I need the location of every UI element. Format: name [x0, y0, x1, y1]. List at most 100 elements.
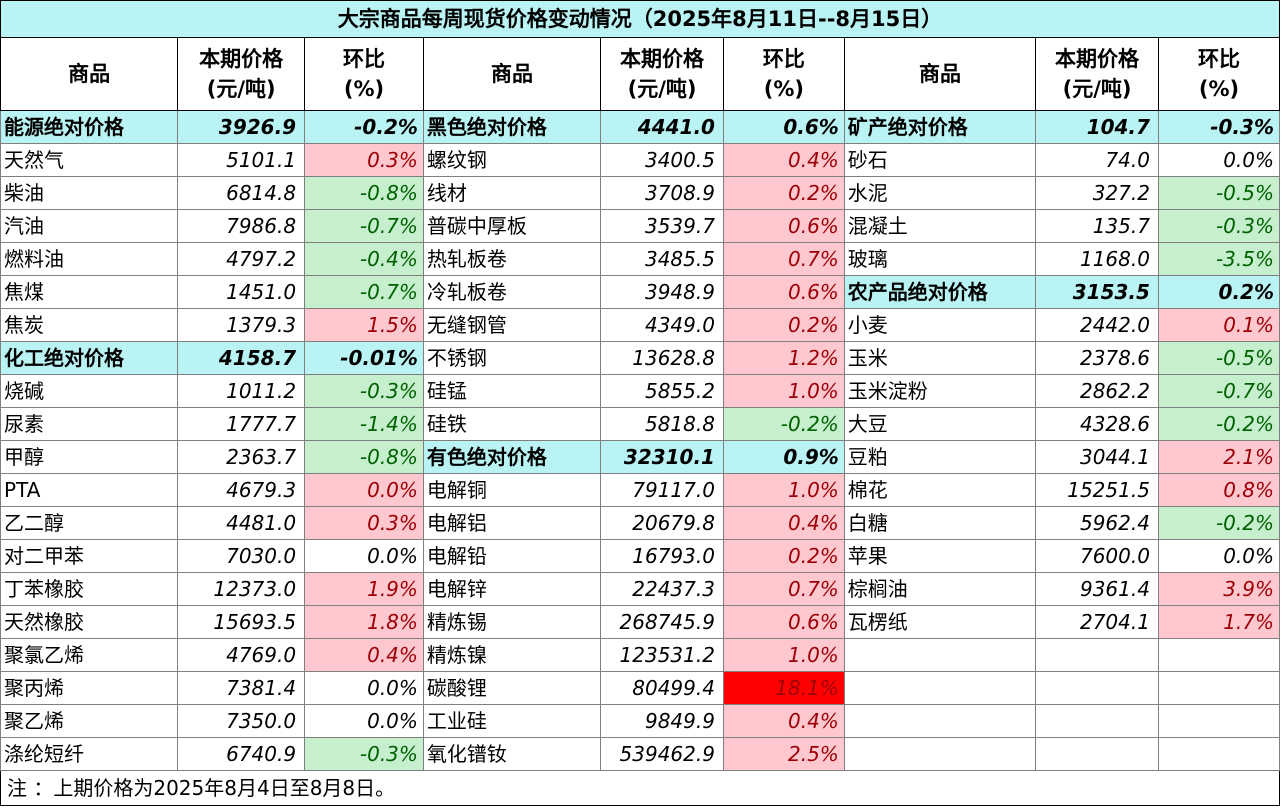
empty-cell[interactable] — [1157, 671, 1281, 705]
commodity-name-cell[interactable]: 电解铜 — [422, 473, 602, 507]
commodity-name-cell[interactable]: 热轧板卷 — [422, 242, 602, 276]
commodity-name-cell[interactable]: 天然橡胶 — [0, 605, 179, 639]
empty-cell[interactable] — [1035, 737, 1159, 771]
header-commodity[interactable]: 商品 — [0, 37, 179, 111]
change-cell[interactable]: 1.0% — [722, 374, 845, 408]
price-cell[interactable]: 80499.4 — [600, 671, 724, 705]
commodity-name-cell[interactable]: 普碳中厚板 — [422, 209, 602, 243]
change-cell[interactable]: -0.3% — [1157, 209, 1281, 243]
price-cell[interactable]: 9849.9 — [600, 704, 724, 738]
commodity-name-cell[interactable]: 棉花 — [843, 473, 1037, 507]
commodity-name-cell[interactable]: 柴油 — [0, 176, 179, 210]
change-cell[interactable]: -0.8% — [304, 176, 424, 210]
commodity-name-cell[interactable]: 涤纶短纤 — [0, 737, 179, 771]
empty-cell[interactable] — [843, 704, 1037, 738]
commodity-name-cell[interactable]: 水泥 — [843, 176, 1037, 210]
commodity-name-cell[interactable]: 聚氯乙烯 — [0, 638, 179, 672]
price-cell[interactable]: 135.7 — [1035, 209, 1159, 243]
change-cell[interactable]: 0.4% — [722, 143, 845, 177]
empty-cell[interactable] — [1035, 704, 1159, 738]
change-cell[interactable]: 0.6% — [722, 605, 845, 639]
commodity-name-cell[interactable]: 玉米 — [843, 341, 1037, 375]
commodity-name-cell[interactable]: 冷轧板卷 — [422, 275, 602, 309]
commodity-name-cell[interactable]: 甲醇 — [0, 440, 179, 474]
price-cell[interactable]: 5101.1 — [177, 143, 306, 177]
header-price[interactable]: 本期价格 (元/吨) — [177, 37, 306, 111]
commodity-name-cell[interactable]: PTA — [0, 473, 179, 507]
price-cell[interactable]: 2704.1 — [1035, 605, 1159, 639]
price-cell[interactable]: 3539.7 — [600, 209, 724, 243]
change-cell[interactable]: 0.1% — [1157, 308, 1281, 342]
change-cell[interactable]: 18.1% — [722, 671, 845, 705]
price-cell[interactable]: 2363.7 — [177, 440, 306, 474]
commodity-name-cell[interactable]: 烧碱 — [0, 374, 179, 408]
commodity-name-cell[interactable]: 大豆 — [843, 407, 1037, 441]
commodity-name-cell[interactable]: 瓦楞纸 — [843, 605, 1037, 639]
price-cell[interactable]: 3926.9 — [177, 110, 306, 144]
empty-cell[interactable] — [1157, 638, 1281, 672]
commodity-name-cell[interactable]: 精炼锡 — [422, 605, 602, 639]
price-cell[interactable]: 268745.9 — [600, 605, 724, 639]
change-cell[interactable]: -0.5% — [1157, 341, 1281, 375]
change-cell[interactable]: -0.3% — [304, 374, 424, 408]
change-cell[interactable]: 0.4% — [722, 506, 845, 540]
change-cell[interactable]: 0.2% — [1157, 275, 1281, 309]
price-cell[interactable]: 104.7 — [1035, 110, 1159, 144]
change-cell[interactable]: 0.0% — [304, 671, 424, 705]
price-cell[interactable]: 16793.0 — [600, 539, 724, 573]
change-cell[interactable]: -0.7% — [304, 275, 424, 309]
commodity-name-cell[interactable]: 白糖 — [843, 506, 1037, 540]
commodity-name-cell[interactable]: 聚丙烯 — [0, 671, 179, 705]
commodity-name-cell[interactable]: 不锈钢 — [422, 341, 602, 375]
price-cell[interactable]: 4481.0 — [177, 506, 306, 540]
price-cell[interactable]: 4328.6 — [1035, 407, 1159, 441]
change-cell[interactable]: -0.8% — [304, 440, 424, 474]
change-cell[interactable]: 2.5% — [722, 737, 845, 771]
commodity-name-cell[interactable]: 玉米淀粉 — [843, 374, 1037, 408]
commodity-name-cell[interactable]: 电解锌 — [422, 572, 602, 606]
price-cell[interactable]: 4797.2 — [177, 242, 306, 276]
header-price[interactable]: 本期价格 (元/吨) — [1035, 37, 1159, 111]
change-cell[interactable]: -0.2% — [304, 110, 424, 144]
price-cell[interactable]: 4441.0 — [600, 110, 724, 144]
price-cell[interactable]: 5855.2 — [600, 374, 724, 408]
empty-cell[interactable] — [843, 737, 1037, 771]
footnote[interactable]: 注 ：上期价格为2025年8月4日至8月8日。 — [0, 770, 1280, 806]
commodity-name-cell[interactable]: 聚乙烯 — [0, 704, 179, 738]
change-cell[interactable]: -0.2% — [722, 407, 845, 441]
commodity-name-cell[interactable]: 尿素 — [0, 407, 179, 441]
change-cell[interactable]: 1.8% — [304, 605, 424, 639]
price-cell[interactable]: 123531.2 — [600, 638, 724, 672]
change-cell[interactable]: 0.4% — [304, 638, 424, 672]
commodity-name-cell[interactable]: 线材 — [422, 176, 602, 210]
change-cell[interactable]: 0.6% — [722, 209, 845, 243]
price-cell[interactable]: 3485.5 — [600, 242, 724, 276]
price-cell[interactable]: 7381.4 — [177, 671, 306, 705]
commodity-name-cell[interactable]: 硅铁 — [422, 407, 602, 441]
commodity-name-cell[interactable]: 对二甲苯 — [0, 539, 179, 573]
price-cell[interactable]: 3708.9 — [600, 176, 724, 210]
price-cell[interactable]: 5962.4 — [1035, 506, 1159, 540]
commodity-name-cell[interactable]: 汽油 — [0, 209, 179, 243]
price-cell[interactable]: 3400.5 — [600, 143, 724, 177]
change-cell[interactable]: 0.2% — [722, 308, 845, 342]
price-cell[interactable]: 32310.1 — [600, 440, 724, 474]
header-change[interactable]: 环比 (%) — [722, 37, 845, 111]
header-commodity[interactable]: 商品 — [843, 37, 1037, 111]
change-cell[interactable]: 1.2% — [722, 341, 845, 375]
commodity-name-cell[interactable]: 螺纹钢 — [422, 143, 602, 177]
change-cell[interactable]: -3.5% — [1157, 242, 1281, 276]
change-cell[interactable]: 0.9% — [722, 440, 845, 474]
group-name-cell[interactable]: 矿产绝对价格 — [843, 110, 1037, 144]
change-cell[interactable]: 0.2% — [722, 176, 845, 210]
commodity-name-cell[interactable]: 苹果 — [843, 539, 1037, 573]
price-cell[interactable]: 20679.8 — [600, 506, 724, 540]
price-cell[interactable]: 1777.7 — [177, 407, 306, 441]
empty-cell[interactable] — [1157, 737, 1281, 771]
price-cell[interactable]: 12373.0 — [177, 572, 306, 606]
price-cell[interactable]: 1379.3 — [177, 308, 306, 342]
group-name-cell[interactable]: 农产品绝对价格 — [843, 275, 1037, 309]
change-cell[interactable]: -0.01% — [304, 341, 424, 375]
change-cell[interactable]: 0.0% — [304, 473, 424, 507]
price-cell[interactable]: 6740.9 — [177, 737, 306, 771]
